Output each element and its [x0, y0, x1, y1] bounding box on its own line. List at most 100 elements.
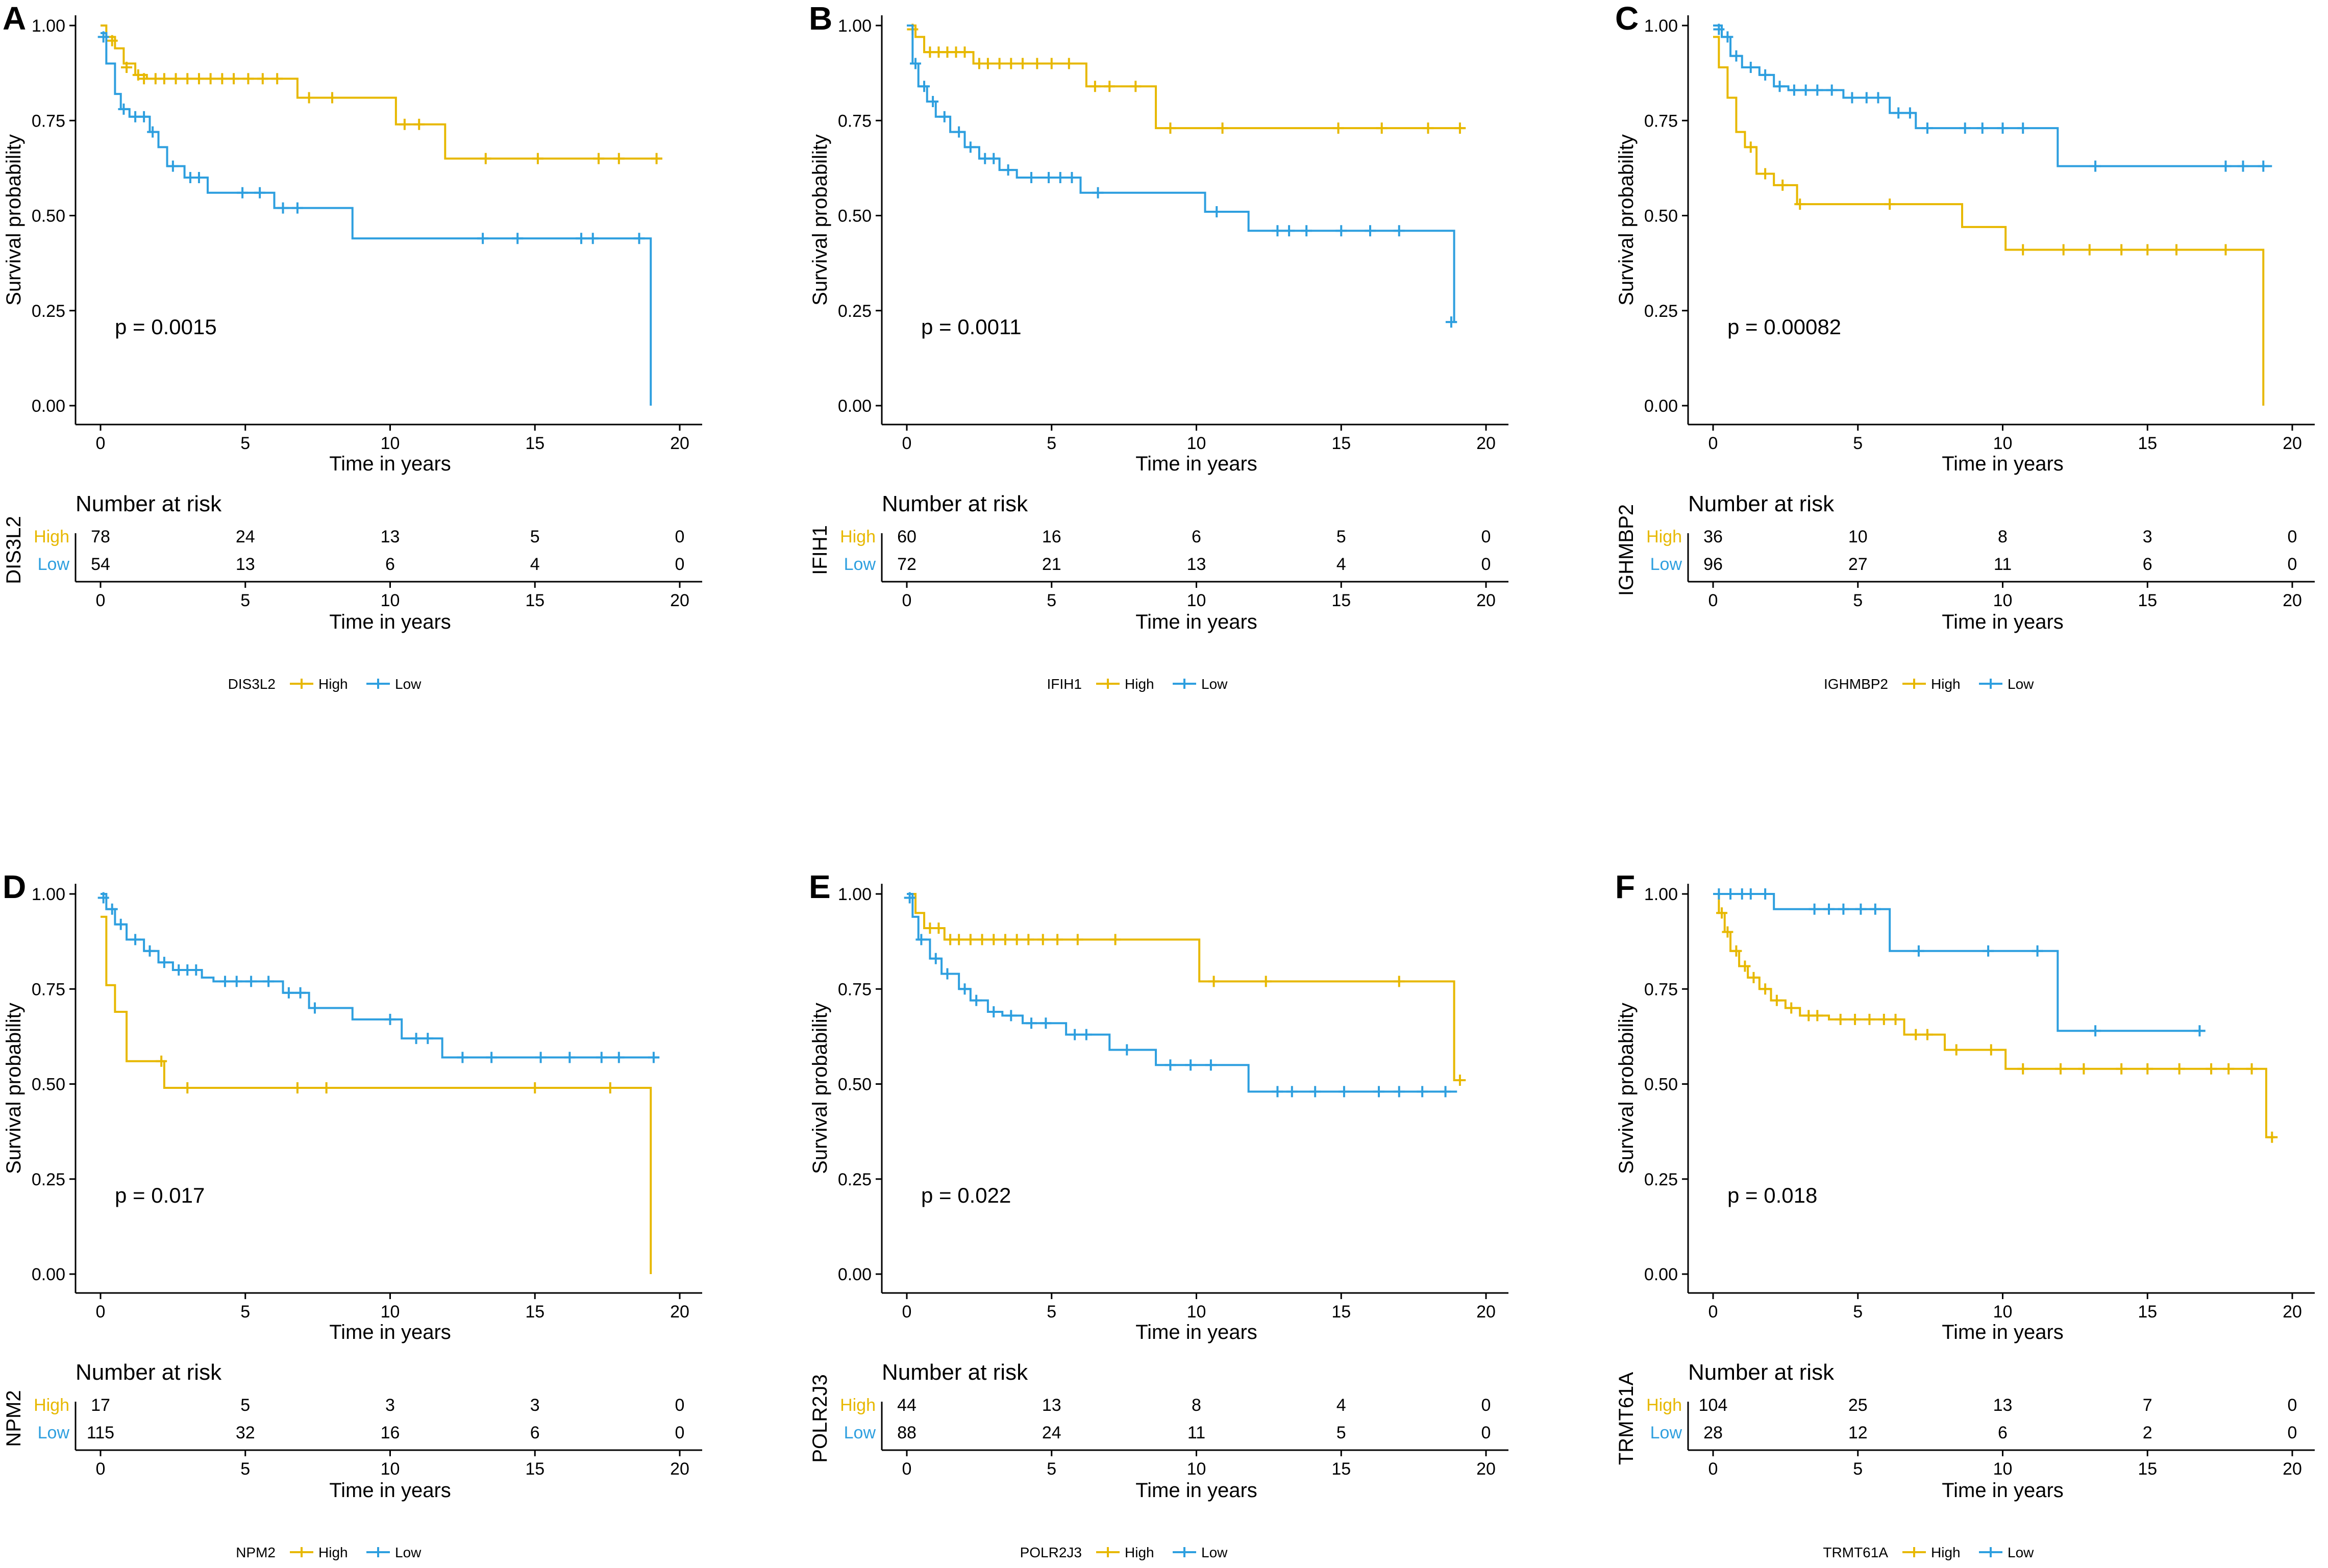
censor-mark-high: [106, 35, 118, 46]
legend-label-low: Low: [2008, 676, 2034, 692]
censor-mark-low: [1725, 888, 1737, 900]
censor-mark-low: [1760, 69, 1771, 81]
censor-mark-low: [915, 934, 927, 945]
risk-x-tick-label: 5: [1047, 591, 1056, 610]
y-tick-label: 0.50: [838, 207, 872, 226]
censor-mark-low: [1983, 945, 1994, 957]
censor-mark-low: [971, 994, 982, 1006]
risk-x-tick-label: 10: [1187, 1459, 1206, 1479]
censor-mark-high: [1130, 81, 1142, 92]
x-tick-label: 5: [1853, 1302, 1863, 1322]
y-tick-label: 1.00: [838, 16, 872, 36]
x-tick-label: 0: [902, 1302, 912, 1322]
censor-mark-low: [1904, 107, 1916, 119]
y-tick-label: 1.00: [1644, 885, 1678, 904]
x-tick-label: 20: [670, 1302, 689, 1322]
censor-mark-low: [1800, 84, 1812, 96]
km-curve-low: [1713, 24, 2272, 167]
risk-x-tick-label: 20: [670, 1459, 689, 1479]
risk-count-low: 96: [1703, 555, 1723, 574]
censor-mark-high: [1910, 1029, 1922, 1040]
risk-x-tick-label: 0: [96, 591, 106, 610]
legend-label-low: Low: [1201, 676, 1228, 692]
risk-x-tick-label: 0: [1708, 591, 1718, 610]
censor-mark-low: [1338, 1086, 1350, 1098]
censor-mark-high: [1052, 934, 1063, 945]
km-curve-low: [101, 32, 652, 406]
censor-mark-high: [2017, 244, 2029, 256]
km-curve-low: [1713, 893, 2206, 1032]
censor-mark-low: [930, 953, 942, 964]
censor-mark-high: [982, 58, 994, 69]
censor-mark-low: [1445, 316, 1457, 328]
censor-mark-low: [1440, 1086, 1451, 1098]
risk-count-low: 4: [530, 555, 540, 574]
legend: POLR2J3 High Low: [1020, 1545, 1228, 1560]
censor-mark-high: [933, 923, 945, 934]
censor-mark-high: [205, 73, 216, 85]
y-tick-label: 0.75: [838, 980, 872, 999]
censor-mark-low: [2258, 160, 2269, 172]
censor-mark-low: [384, 1013, 396, 1025]
risk-x-tick-label: 5: [1853, 1459, 1863, 1479]
risk-table-gene-label: IFIH1: [809, 525, 831, 575]
risk-count-low: 28: [1703, 1423, 1723, 1442]
censor-mark-high: [2084, 244, 2095, 256]
censor-mark-low: [283, 987, 294, 999]
x-tick-label: 10: [1993, 434, 2013, 453]
y-tick-label: 0.25: [1644, 302, 1678, 321]
y-tick-label: 0.75: [32, 111, 65, 131]
legend-label-high: High: [318, 1545, 348, 1560]
x-axis-title: Time in years: [1135, 1321, 1257, 1343]
censor-mark-low: [291, 202, 303, 214]
censor-mark-low: [953, 126, 965, 138]
risk-count-low: 0: [1481, 1423, 1491, 1442]
x-tick-label: 0: [96, 1302, 106, 1322]
censor-mark-low: [147, 126, 159, 138]
x-tick-label: 10: [1993, 1302, 2013, 1322]
censor-mark-low: [1272, 1086, 1283, 1098]
censor-mark-low: [1997, 122, 2009, 134]
risk-count-high: 0: [2288, 1396, 2297, 1415]
censor-mark-low: [106, 903, 118, 915]
x-axis-title: Time in years: [1135, 453, 1257, 475]
legend-label-low: Low: [395, 676, 422, 692]
risk-x-tick-label: 0: [96, 1459, 106, 1479]
x-tick-label: 20: [1476, 434, 1496, 453]
panel-b: B 0.00 0.25 0.50 0.75 1.00 0 5 10 15 20 Survival pr…: [809, 0, 1508, 692]
y-axis-title: Survival probability: [3, 1003, 25, 1174]
risk-group-high: High: [840, 527, 876, 546]
censor-mark-high: [1017, 58, 1028, 69]
legend-label-low: Low: [2008, 1545, 2034, 1560]
risk-x-axis-title: Time in years: [329, 611, 451, 633]
risk-x-tick-label: 0: [902, 1459, 912, 1479]
censor-mark-low: [1185, 1059, 1197, 1071]
censor-mark-low: [1826, 84, 1838, 96]
km-curve-low: [907, 24, 1457, 323]
censor-mark-high: [1985, 1044, 1997, 1056]
censor-mark-high: [216, 73, 228, 85]
censor-mark-high: [2078, 1063, 2090, 1075]
censor-mark-high: [1165, 122, 1176, 134]
censor-mark-low: [1121, 1044, 1133, 1056]
risk-x-tick-label: 15: [2138, 591, 2157, 610]
censor-mark-high: [2116, 1063, 2127, 1075]
risk-count-low: 6: [385, 555, 395, 574]
censor-mark-high: [1890, 1013, 1901, 1025]
censor-mark-high: [170, 73, 182, 85]
censor-mark-high: [1422, 122, 1434, 134]
legend: IFIH1 High Low: [1047, 676, 1228, 692]
risk-group-low: Low: [844, 555, 876, 574]
censor-mark-high: [1771, 994, 1782, 1006]
risk-x-axis-title: Time in years: [1135, 1479, 1257, 1502]
censor-mark-low: [1774, 81, 1786, 92]
risk-group-high: High: [34, 527, 69, 546]
risk-x-tick-label: 20: [1476, 591, 1496, 610]
censor-mark-high: [1794, 198, 1806, 210]
x-axis-title: Time in years: [1942, 453, 2064, 475]
risk-count-high: 5: [530, 527, 540, 546]
legend: NPM2 High Low: [236, 1545, 422, 1560]
censor-mark-high: [1393, 976, 1405, 987]
x-tick-label: 0: [902, 434, 912, 453]
km-curve-high: [1713, 893, 2275, 1138]
